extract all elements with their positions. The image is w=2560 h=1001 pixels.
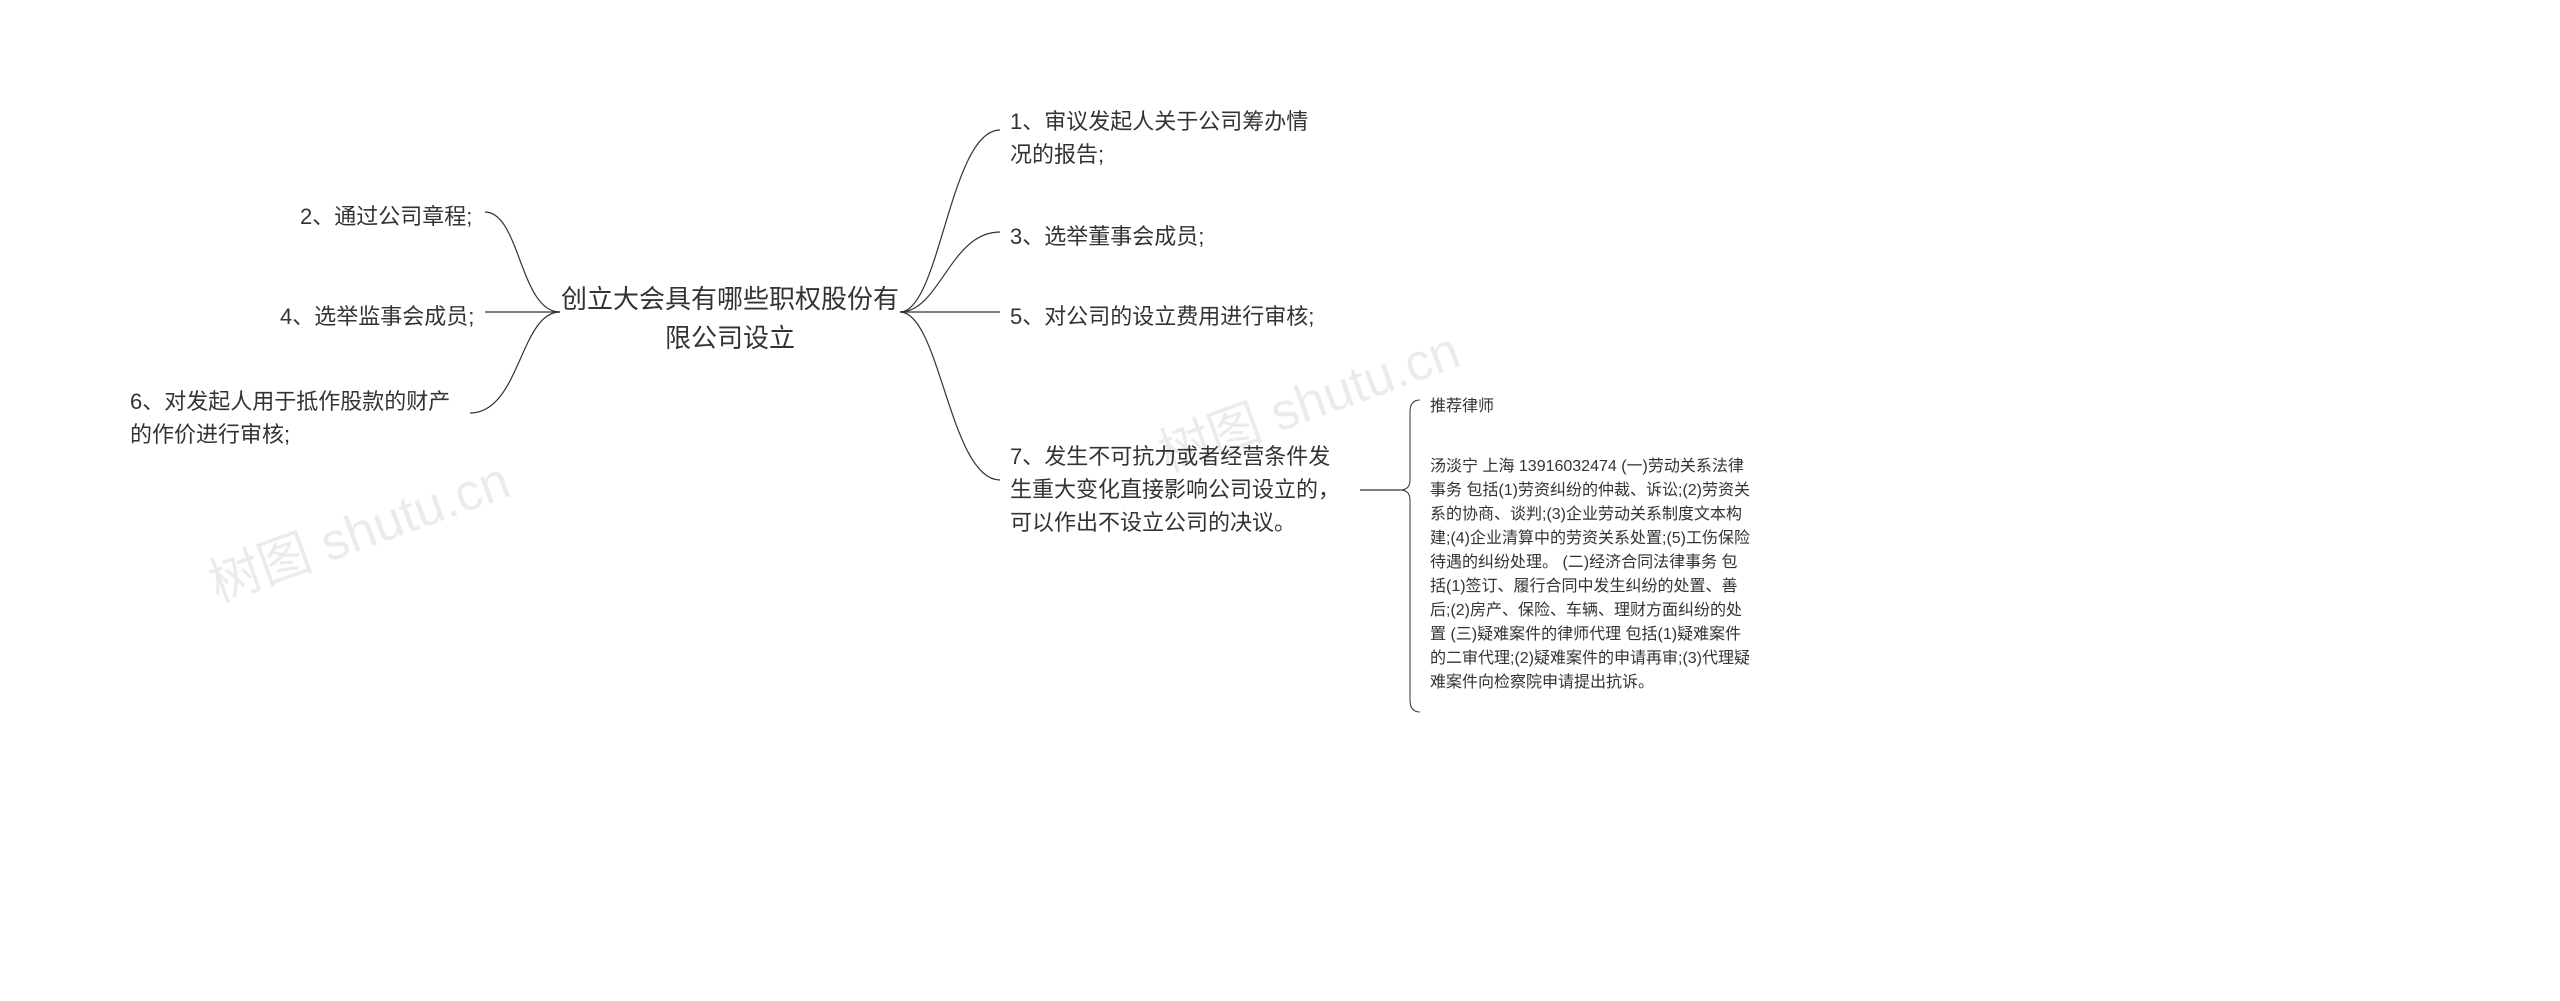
sub-item-1: 汤淡宁 上海 13916032474 (一)劳动关系法律事务 包括(1)劳资纠纷… (1430, 455, 1750, 695)
center-node: 创立大会具有哪些职权股份有限公司设立 (560, 280, 900, 358)
branch-r7: 7、发生不可抗力或者经营条件发生重大变化直接影响公司设立的，可以作出不设立公司的… (1010, 440, 1350, 539)
branch-l4: 4、选举监事会成员; (280, 300, 474, 333)
mindmap-canvas: 创立大会具有哪些职权股份有限公司设立 1、审议发起人关于公司筹办情况的报告; 3… (0, 0, 2560, 1001)
branch-r3: 3、选举董事会成员; (1010, 220, 1204, 253)
branch-l2: 2、通过公司章程; (300, 200, 472, 233)
branch-r1: 1、审议发起人关于公司筹办情况的报告; (1010, 105, 1330, 171)
branch-l6: 6、对发起人用于抵作股款的财产的作价进行审核; (130, 385, 470, 451)
watermark-0: 树图 shutu.cn (197, 438, 519, 616)
branch-r5: 5、对公司的设立费用进行审核; (1010, 300, 1314, 333)
sub-item-0: 推荐律师 (1430, 395, 1494, 419)
